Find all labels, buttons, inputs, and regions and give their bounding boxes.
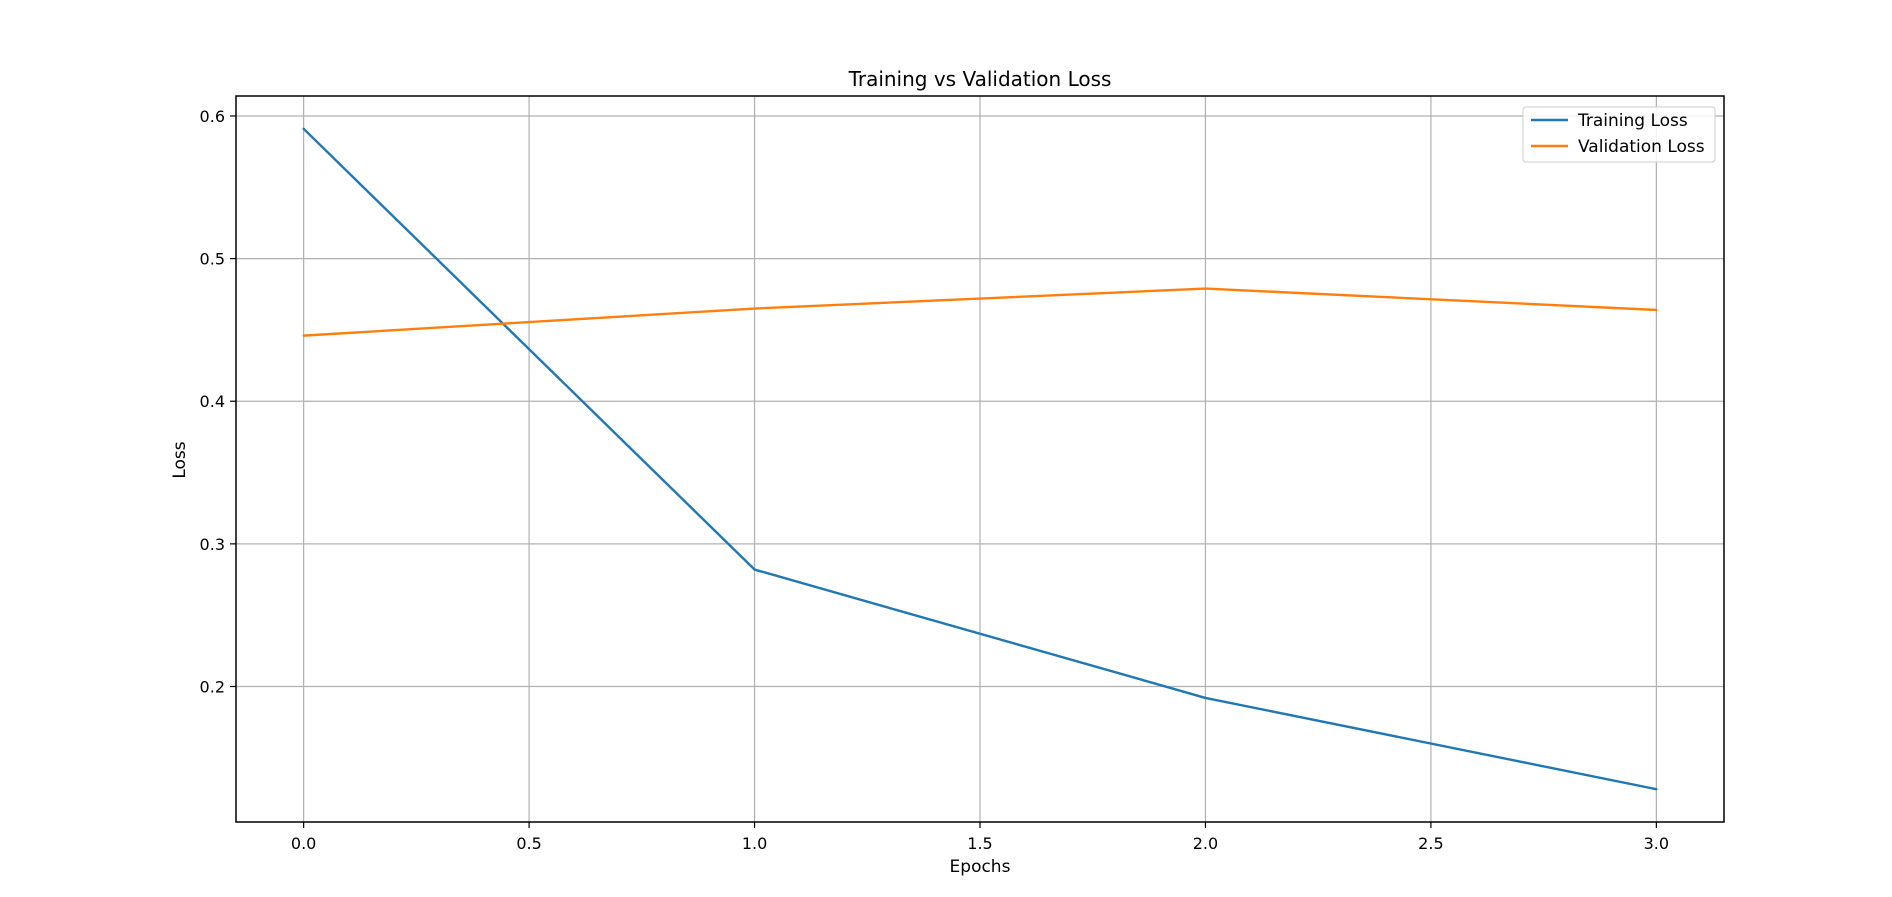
x-tick-label: 1.5 xyxy=(967,834,992,853)
x-tick-label: 2.5 xyxy=(1418,834,1443,853)
data-point xyxy=(1655,308,1658,312)
data-point xyxy=(1655,787,1658,791)
y-tick-label: 0.6 xyxy=(200,107,225,126)
legend-label-training: Training Loss xyxy=(1577,111,1688,131)
x-tick-label: 3.0 xyxy=(1644,834,1669,853)
y-axis-ticks: 0.2 0.3 0.4 0.5 0.6 xyxy=(200,107,236,696)
x-tick-label: 2.0 xyxy=(1193,834,1218,853)
y-axis-label: Loss xyxy=(170,441,190,478)
y-tick-label: 0.3 xyxy=(200,535,225,554)
series-line-1 xyxy=(303,287,1657,337)
legend-box xyxy=(1522,106,1716,163)
grid xyxy=(236,96,1724,822)
x-tick-label: 1.0 xyxy=(742,834,767,853)
x-tick-label: 0.0 xyxy=(291,834,316,853)
legend-label-validation: Validation Loss xyxy=(1578,137,1705,157)
chart-title: Training vs Validation Loss xyxy=(848,67,1112,91)
series-line-0 xyxy=(302,127,1657,791)
data-point xyxy=(1204,287,1207,290)
x-axis-label: Epochs xyxy=(950,857,1011,877)
x-tick-label: 0.5 xyxy=(516,834,541,853)
series-layer xyxy=(302,127,1658,791)
y-tick-label: 0.5 xyxy=(200,250,225,269)
data-point xyxy=(753,568,756,571)
y-tick-label: 0.2 xyxy=(200,677,225,696)
y-tick-label: 0.4 xyxy=(200,392,225,411)
x-axis-ticks: 0.0 0.5 1.0 1.5 2.0 2.5 3.0 xyxy=(291,822,1669,853)
data-point xyxy=(1204,696,1207,700)
data-point xyxy=(753,307,756,310)
data-point xyxy=(302,127,305,131)
legend: Training Loss Validation Loss xyxy=(1522,106,1716,163)
data-point xyxy=(302,334,305,337)
